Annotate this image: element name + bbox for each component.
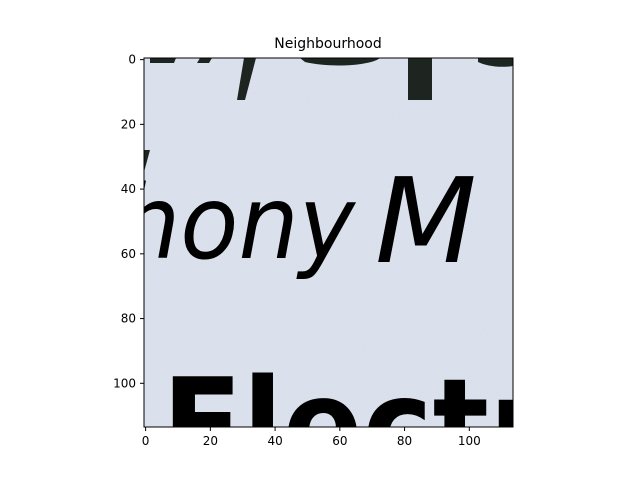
- x-tick-label: 0: [142, 434, 150, 448]
- y-tick-label: 40: [121, 182, 136, 196]
- text-line-top: [150, 58, 513, 100]
- italic-text-line: hony M: [120, 150, 477, 290]
- word-electr: Electr: [162, 352, 547, 480]
- bold-text-line: Electr: [162, 352, 547, 480]
- image-panel: hony M Electr: [120, 58, 547, 480]
- x-tick-label: 60: [332, 434, 347, 448]
- axes-frame: [143, 57, 514, 428]
- letter-m: M: [375, 152, 477, 290]
- x-tick-label: 100: [458, 434, 481, 448]
- x-tick-label: 20: [203, 434, 218, 448]
- y-tick-label: 20: [121, 117, 136, 131]
- y-tick-label: 0: [128, 53, 136, 67]
- y-axis-ticks: 0 20 40 60 80 100: [113, 53, 144, 390]
- x-tick-label: 80: [397, 434, 412, 448]
- paper-texture: [144, 58, 513, 427]
- y-tick-label: 80: [121, 312, 136, 326]
- chart-title: Neighbourhood: [274, 36, 381, 52]
- x-axis-ticks: 0 20 40 60 80 100: [142, 427, 481, 448]
- y-tick-label: 100: [113, 376, 136, 390]
- word-hony: hony: [120, 164, 357, 283]
- x-tick-label: 40: [267, 434, 282, 448]
- y-tick-label: 60: [121, 247, 136, 261]
